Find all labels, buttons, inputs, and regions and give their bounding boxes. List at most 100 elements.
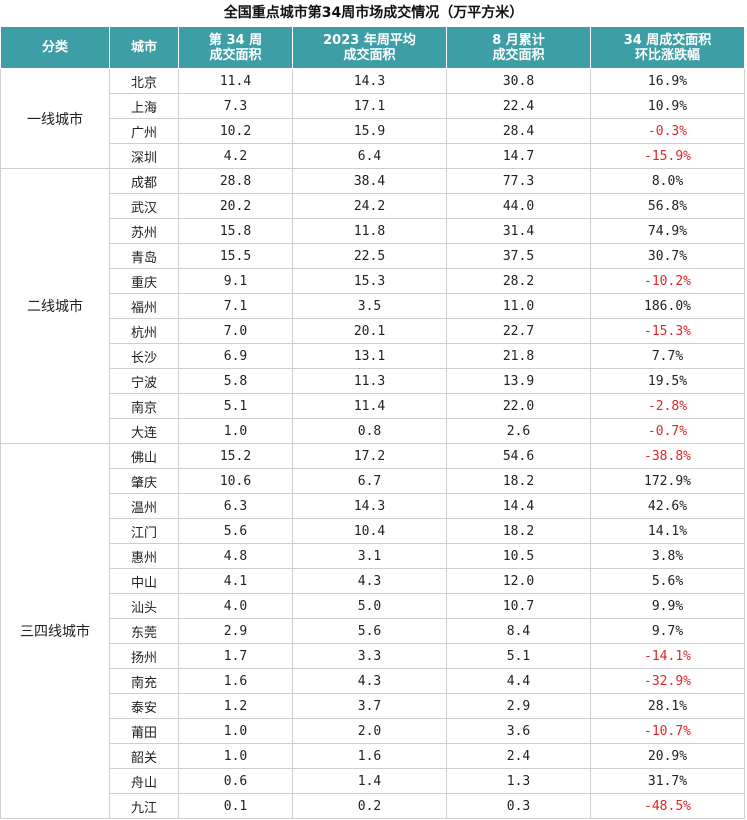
week34-cell: 1.0 (178, 718, 293, 744)
week34-cell: 20.2 (178, 193, 293, 219)
city-cell: 大连 (109, 418, 179, 444)
table-row: 一线城市 北京 11.4 14.3 30.8 16.9% (0, 68, 745, 169)
table-row: 长沙 6.9 13.1 21.8 7.7% (1, 343, 745, 369)
city-cell: 佛山 (109, 443, 179, 469)
august-cell: 18.2 (446, 518, 591, 544)
august-cell: 3.6 (446, 718, 591, 744)
week34-cell: 1.0 (178, 418, 293, 444)
header-week-over-week-change: 34 周成交面积 环比涨跌幅 (590, 26, 745, 69)
august-cell: 14.7 (446, 143, 591, 169)
week34-cell: 6.3 (178, 493, 293, 519)
table-row: 温州 6.3 14.3 14.4 42.6% (1, 493, 745, 519)
table-row: 重庆 9.1 15.3 28.2 -10.2% (1, 268, 745, 294)
change-cell: 7.7% (590, 343, 745, 369)
avg2023-cell: 3.1 (292, 543, 447, 569)
change-cell: 9.7% (590, 618, 745, 644)
city-cell: 苏州 (109, 218, 179, 244)
august-cell: 2.9 (446, 693, 591, 719)
avg2023-cell: 11.3 (292, 368, 447, 394)
august-cell: 2.4 (446, 743, 591, 769)
city-cell: 青岛 (109, 243, 179, 269)
change-cell: -10.7% (590, 718, 745, 744)
table-row: 大连 1.0 0.8 2.6 -0.7% (1, 418, 745, 444)
change-cell: 14.1% (590, 518, 745, 544)
city-cell: 南充 (109, 668, 179, 694)
table-row: 汕头 4.0 5.0 10.7 9.9% (1, 593, 745, 619)
week34-cell: 0.6 (178, 768, 293, 794)
week34-cell: 11.4 (178, 68, 293, 94)
august-cell: 13.9 (446, 368, 591, 394)
august-cell: 22.4 (446, 93, 591, 119)
avg2023-cell: 17.1 (292, 93, 447, 119)
change-cell: -0.3% (590, 118, 745, 144)
table-row: 三四线城市 佛山 15.2 17.2 54.6 -38.8% (0, 443, 745, 819)
week34-cell: 0.1 (178, 793, 293, 819)
change-cell: 3.8% (590, 543, 745, 569)
header-august-cumulative: 8 月累计 成交面积 (446, 26, 591, 69)
change-cell: 28.1% (590, 693, 745, 719)
city-cell: 福州 (109, 293, 179, 319)
city-cell: 中山 (109, 568, 179, 594)
city-cell: 上海 (109, 93, 179, 119)
august-cell: 28.4 (446, 118, 591, 144)
change-cell: 56.8% (590, 193, 745, 219)
city-cell: 武汉 (109, 193, 179, 219)
august-cell: 11.0 (446, 293, 591, 319)
change-cell: -10.2% (590, 268, 745, 294)
change-cell: -48.5% (590, 793, 745, 819)
table-row: 韶关 1.0 1.6 2.4 20.9% (1, 743, 745, 769)
city-cell: 温州 (109, 493, 179, 519)
transactions-table: 分类 城市 第 34 周成交面积 2023 年周平均 成交面积 8 月累计 成交面积… (0, 26, 745, 819)
change-cell: 42.6% (590, 493, 745, 519)
change-cell: 9.9% (590, 593, 745, 619)
week34-cell: 28.8 (178, 168, 293, 194)
table-row: 二线城市 成都 28.8 38.4 77.3 8.0% (0, 168, 745, 444)
city-cell: 重庆 (109, 268, 179, 294)
header-city: 城市 (109, 26, 179, 69)
avg2023-cell: 15.9 (292, 118, 447, 144)
city-cell: 泰安 (109, 693, 179, 719)
week34-cell: 1.2 (178, 693, 293, 719)
table-row: 舟山 0.6 1.4 1.3 31.7% (1, 768, 745, 794)
week34-cell: 15.2 (178, 443, 293, 469)
august-cell: 1.3 (446, 768, 591, 794)
avg2023-cell: 17.2 (292, 443, 447, 469)
avg2023-cell: 11.4 (292, 393, 447, 419)
avg2023-cell: 6.7 (292, 468, 447, 494)
avg2023-cell: 0.2 (292, 793, 447, 819)
august-cell: 10.7 (446, 593, 591, 619)
week34-cell: 15.5 (178, 243, 293, 269)
august-cell: 10.5 (446, 543, 591, 569)
week34-cell: 4.2 (178, 143, 293, 169)
city-cell: 韶关 (109, 743, 179, 769)
avg2023-cell: 0.8 (292, 418, 447, 444)
table-row: 南京 5.1 11.4 22.0 -2.8% (1, 393, 745, 419)
change-cell: -0.7% (590, 418, 745, 444)
table-row: 深圳 4.2 6.4 14.7 -15.9% (1, 143, 745, 169)
change-cell: 172.9% (590, 468, 745, 494)
change-cell: 186.0% (590, 293, 745, 319)
week34-cell: 4.0 (178, 593, 293, 619)
table-row: 东莞 2.9 5.6 8.4 9.7% (1, 618, 745, 644)
week34-cell: 15.8 (178, 218, 293, 244)
week34-cell: 10.6 (178, 468, 293, 494)
city-cell: 北京 (109, 68, 179, 94)
week34-cell: 9.1 (178, 268, 293, 294)
week34-cell: 7.0 (178, 318, 293, 344)
table-row: 惠州 4.8 3.1 10.5 3.8% (1, 543, 745, 569)
table-row: 江门 5.6 10.4 18.2 14.1% (1, 518, 745, 544)
table-row: 九江 0.1 0.2 0.3 -48.5% (1, 793, 745, 819)
city-cell: 南京 (109, 393, 179, 419)
header-week34-area: 第 34 周成交面积 (178, 26, 293, 69)
table-row: 杭州 7.0 20.1 22.7 -15.3% (1, 318, 745, 344)
avg2023-cell: 1.6 (292, 743, 447, 769)
header-2023-weekly-avg: 2023 年周平均 成交面积 (292, 26, 447, 69)
table-row: 肇庆 10.6 6.7 18.2 172.9% (1, 468, 745, 494)
table-row: 上海 7.3 17.1 22.4 10.9% (1, 93, 745, 119)
week34-cell: 5.8 (178, 368, 293, 394)
august-cell: 0.3 (446, 793, 591, 819)
week34-cell: 2.9 (178, 618, 293, 644)
week34-cell: 1.7 (178, 643, 293, 669)
change-cell: 16.9% (590, 68, 745, 94)
city-cell: 舟山 (109, 768, 179, 794)
